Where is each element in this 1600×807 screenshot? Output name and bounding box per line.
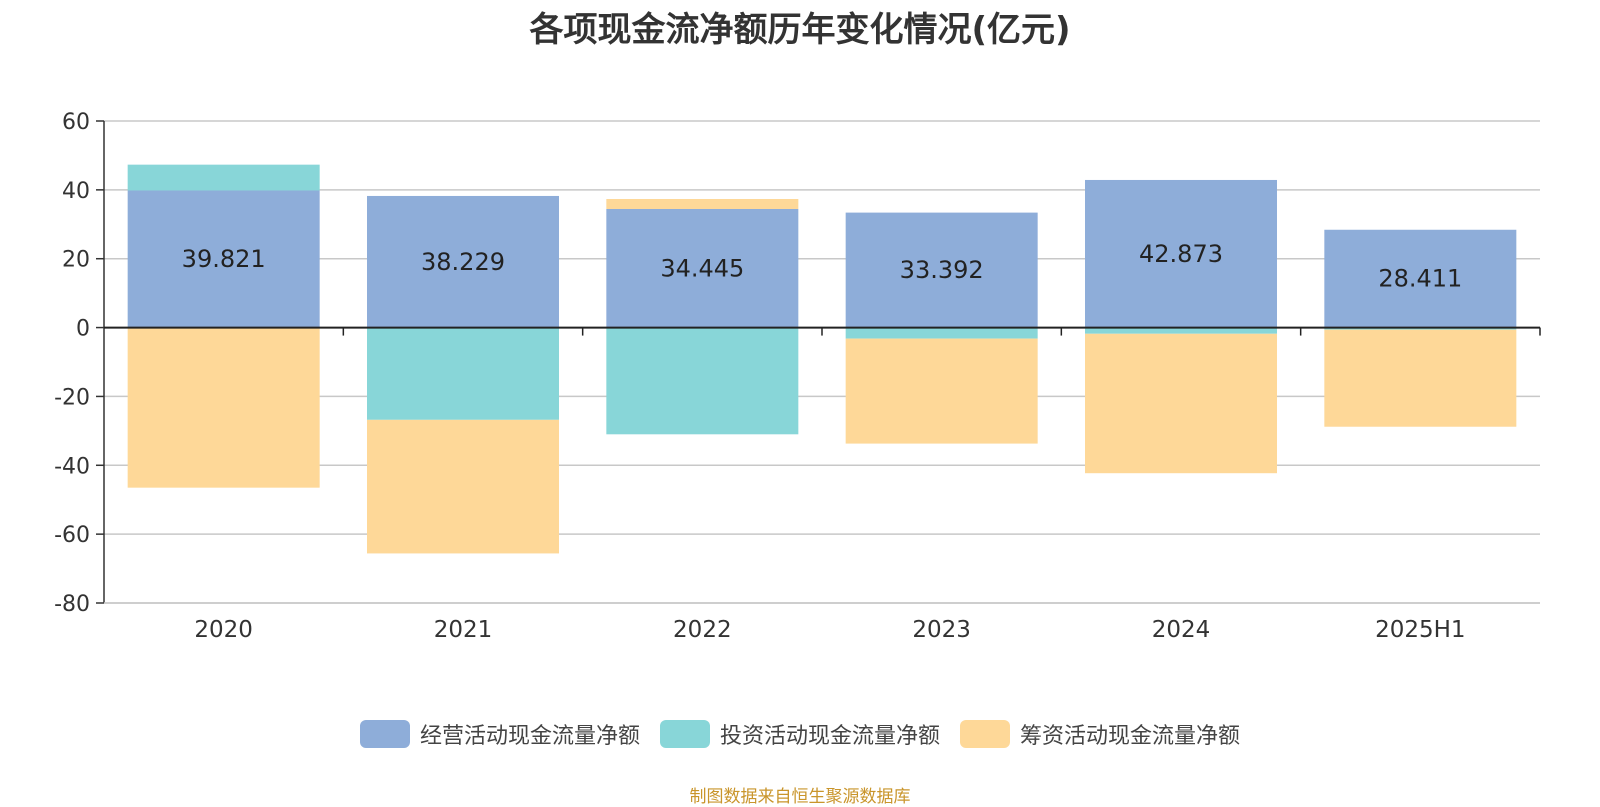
bar-financing — [367, 419, 559, 554]
legend-label-operating: 经营活动现金流量净额 — [419, 724, 640, 749]
bar-operating — [1085, 179, 1277, 328]
bar-operating — [1324, 229, 1517, 328]
x-tick-label: 2025H1 — [1375, 617, 1465, 643]
data-label: 42.873 — [1139, 240, 1223, 268]
bar-investing — [1324, 327, 1517, 330]
bar-investing — [845, 327, 1038, 339]
bar-operating — [367, 195, 559, 328]
y-tick-label: -60 — [54, 523, 90, 548]
x-tick-label: 2020 — [194, 617, 253, 643]
bar-operating — [606, 208, 799, 328]
legend-item-financing[interactable]: 筹资活动现金流量净额 — [960, 718, 1240, 750]
legend-swatch-investing — [659, 720, 710, 748]
chart-title: 各项现金流净额历年变化情况(亿元) — [529, 10, 1071, 50]
bar-investing — [367, 327, 559, 420]
bar-investing — [1085, 327, 1277, 334]
bar-financing — [606, 198, 799, 209]
legend-label-investing: 投资活动现金流量净额 — [719, 724, 940, 749]
data-label: 28.411 — [1378, 265, 1462, 293]
legend-label-financing: 筹资活动现金流量净额 — [1020, 724, 1241, 749]
source-note: 制图数据来自恒生聚源数据库 — [689, 787, 911, 807]
legend-item-operating[interactable]: 经营活动现金流量净额 — [359, 718, 640, 750]
y-tick-label: 60 — [62, 110, 90, 135]
data-label: 34.445 — [660, 254, 744, 282]
bar-financing — [845, 338, 1038, 444]
x-tick-label: 2024 — [1152, 617, 1211, 643]
legend-swatch-operating — [359, 720, 410, 748]
y-tick-label: 0 — [76, 317, 90, 342]
legend-swatch-financing — [960, 720, 1010, 748]
x-tick-label: 2023 — [912, 617, 971, 643]
bar-investing — [606, 327, 799, 435]
bar-financing — [1324, 329, 1517, 427]
legend-item-investing[interactable]: 投资活动现金流量净额 — [659, 718, 940, 750]
y-tick-label: 40 — [62, 179, 90, 204]
bar-financing — [1085, 333, 1277, 474]
bar-operating — [127, 190, 320, 328]
data-label: 39.821 — [182, 245, 266, 273]
legend: 经营活动现金流量净额 投资活动现金流量净额 筹资活动现金流量净额 — [0, 718, 1600, 750]
y-tick-label: -20 — [54, 385, 90, 410]
x-tick-label: 2021 — [434, 617, 493, 643]
bar-operating — [845, 212, 1038, 328]
y-tick-label: -40 — [54, 454, 90, 479]
y-tick-label: 20 — [62, 248, 90, 273]
data-label: 33.392 — [900, 256, 984, 284]
data-label: 38.229 — [421, 248, 505, 276]
bar-investing — [127, 164, 320, 191]
y-tick-label: -80 — [54, 592, 90, 617]
x-tick-label: 2022 — [673, 617, 732, 643]
bar-financing — [127, 327, 320, 488]
